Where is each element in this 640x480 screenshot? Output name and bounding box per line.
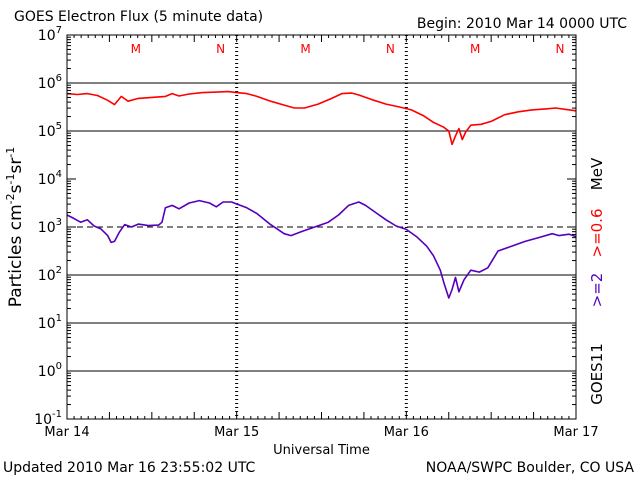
series-line [66, 199, 577, 299]
series-line [66, 90, 577, 146]
x-axis-title: Universal Time [273, 443, 370, 458]
y-axis-title: Particles cm-2s-1sr-1 [4, 147, 26, 308]
y-tick-label: 100 [38, 361, 62, 380]
day-marker-label: N [386, 42, 395, 56]
y-tick-label: 101 [38, 313, 62, 332]
day-marker-label: N [216, 42, 225, 56]
series-label-06: >=0.6 [588, 209, 606, 258]
y-tick-label: 103 [38, 217, 62, 236]
frame-layer [66, 34, 577, 420]
series-label-2: >=2 [588, 273, 606, 308]
day-marker-label: N [556, 42, 565, 56]
day-marker-label: M [300, 42, 310, 56]
chart-title: GOES Electron Flux (5 minute data) [14, 9, 264, 25]
satellite-label: GOES11 [588, 343, 606, 405]
y-tick-label: 10-1 [34, 409, 62, 428]
day-marker-label: M [131, 42, 141, 56]
y-tick-label: 106 [38, 73, 62, 92]
credit-text: NOAA/SWPC Boulder, CO USA [425, 460, 634, 476]
day-marker-label: M [470, 42, 480, 56]
y-tick-label: 105 [38, 121, 62, 140]
y-tick-label: 104 [38, 169, 62, 188]
unit-label: MeV [588, 157, 606, 190]
y-tick-label: 107 [38, 25, 62, 44]
y-tick-label: 102 [38, 265, 62, 284]
updated-timestamp: Updated 2010 Mar 16 23:55:02 UTC [3, 460, 256, 476]
x-tick-label: Mar 14 [44, 425, 89, 440]
x-tick-label: Mar 17 [553, 425, 598, 440]
x-tick-label: Mar 16 [384, 425, 429, 440]
series-layer [66, 90, 577, 299]
x-tick-label: Mar 15 [214, 425, 259, 440]
begin-timestamp: Begin: 2010 Mar 14 0000 UTC [416, 16, 627, 32]
grid-layer [67, 35, 576, 419]
